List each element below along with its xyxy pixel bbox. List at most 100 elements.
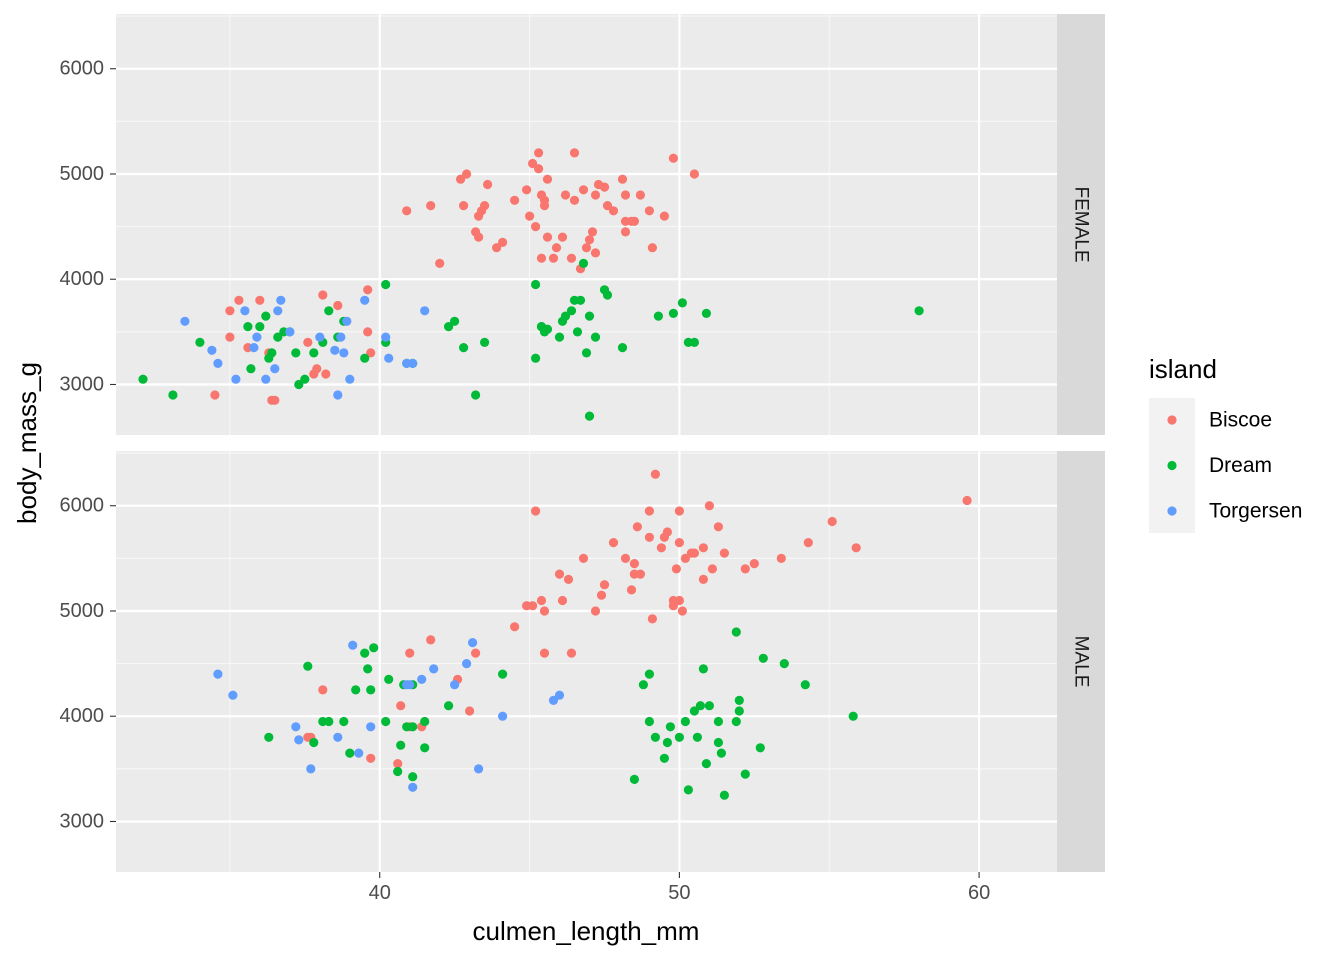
data-point-biscoe: [498, 237, 508, 247]
data-point-dream: [360, 353, 370, 363]
data-point-biscoe: [677, 606, 688, 616]
data-point-dream: [393, 766, 403, 777]
data-point-dream: [650, 732, 661, 742]
data-point-dream: [420, 716, 430, 727]
data-point-biscoe: [827, 516, 837, 527]
data-point-biscoe: [542, 174, 553, 184]
data-point-biscoe: [644, 506, 655, 516]
data-point-dream: [602, 290, 613, 300]
y-axis-male: 3000 4000 5000 6000: [60, 495, 116, 832]
data-point-biscoe: [776, 553, 786, 564]
data-point-biscoe: [656, 543, 667, 553]
data-point-biscoe: [578, 185, 589, 195]
data-point-biscoe: [402, 206, 412, 216]
data-point-dream: [243, 322, 253, 332]
data-point-biscoe: [393, 759, 403, 769]
data-point-biscoe: [459, 201, 469, 211]
data-point-dream: [659, 753, 670, 763]
data-point-biscoe: [522, 185, 532, 195]
data-point-dream: [800, 680, 810, 690]
data-point-biscoe: [698, 543, 709, 553]
data-point-biscoe: [632, 522, 643, 532]
data-point-dream: [324, 716, 334, 727]
data-point-biscoe: [554, 569, 565, 579]
y-axes: 3000 4000 5000 6000 3000 4000 5000 6000: [60, 58, 116, 832]
data-point-biscoe: [303, 337, 313, 347]
data-point-dream: [291, 348, 301, 358]
data-point-biscoe: [548, 253, 559, 263]
data-point-torgersen: [360, 295, 370, 305]
x-axis-title: culmen_length_mm: [473, 916, 700, 946]
data-point-biscoe: [531, 506, 541, 516]
data-point-biscoe: [578, 553, 589, 564]
data-point-biscoe: [689, 548, 700, 558]
data-point-torgersen: [474, 764, 484, 774]
data-point-biscoe: [626, 585, 637, 595]
data-point-torgersen: [249, 343, 259, 353]
facet-strip-male: MALE: [1057, 451, 1105, 872]
data-point-dream: [566, 306, 577, 316]
data-point-biscoe: [210, 390, 220, 400]
data-point-torgersen: [291, 722, 301, 732]
data-point-dream: [698, 664, 709, 674]
data-point-dream: [617, 343, 628, 353]
data-point-biscoe: [492, 243, 502, 253]
data-point-dream: [536, 322, 547, 332]
data-point-dream: [345, 748, 355, 758]
data-point-dream: [255, 322, 265, 332]
data-point-torgersen: [339, 348, 349, 358]
data-point-dream: [914, 306, 924, 316]
data-point-biscoe: [528, 158, 538, 169]
data-point-dream: [363, 664, 373, 674]
data-point-biscoe: [584, 235, 595, 245]
data-point-biscoe: [569, 148, 580, 158]
data-point-dream: [584, 411, 595, 421]
data-point-torgersen: [429, 664, 439, 674]
data-point-dream: [303, 661, 313, 671]
data-point-dream: [459, 343, 469, 353]
data-point-dream: [644, 669, 655, 679]
data-point-dream: [138, 374, 148, 384]
data-point-biscoe: [534, 148, 544, 158]
data-point-torgersen: [252, 332, 262, 342]
data-point-biscoe: [435, 258, 445, 268]
data-point-dream: [246, 364, 256, 374]
data-point-dream: [719, 790, 730, 800]
data-point-biscoe: [366, 753, 376, 763]
data-point-dream: [701, 759, 712, 769]
data-point-torgersen: [270, 364, 280, 374]
data-point-torgersen: [240, 306, 250, 316]
data-point-dream: [381, 716, 391, 727]
data-point-torgersen: [306, 764, 316, 774]
data-point-torgersen: [408, 782, 418, 792]
data-point-dream: [273, 332, 283, 342]
data-point-dream: [560, 311, 571, 321]
data-point-dream: [408, 772, 418, 782]
data-point-dream: [309, 348, 319, 358]
data-point-biscoe: [962, 495, 972, 506]
data-point-biscoe: [719, 548, 730, 558]
facet-strip-female: FEMALE: [1057, 14, 1105, 435]
data-point-biscoe: [525, 211, 535, 221]
data-point-torgersen: [294, 735, 304, 745]
y-axis-title: body_mass_g: [12, 362, 42, 524]
data-point-dream: [581, 348, 592, 358]
data-point-biscoe: [363, 285, 373, 295]
data-point-dream: [267, 348, 277, 358]
data-point-biscoe: [539, 201, 550, 211]
data-point-biscoe: [608, 206, 619, 216]
data-point-dream: [384, 674, 394, 685]
data-point-dream: [665, 722, 676, 732]
legend: island Biscoe Dream Torgersen: [1149, 354, 1302, 533]
data-point-biscoe: [620, 227, 631, 237]
data-point-dream: [168, 390, 178, 400]
data-point-biscoe: [629, 569, 640, 579]
data-point-biscoe: [474, 232, 484, 242]
data-point-torgersen: [384, 353, 394, 363]
data-point-dream: [668, 308, 679, 318]
legend-key-dream: [1167, 460, 1177, 471]
data-point-biscoe: [668, 601, 679, 611]
data-point-torgersen: [336, 332, 346, 342]
data-point-dream: [300, 374, 310, 384]
